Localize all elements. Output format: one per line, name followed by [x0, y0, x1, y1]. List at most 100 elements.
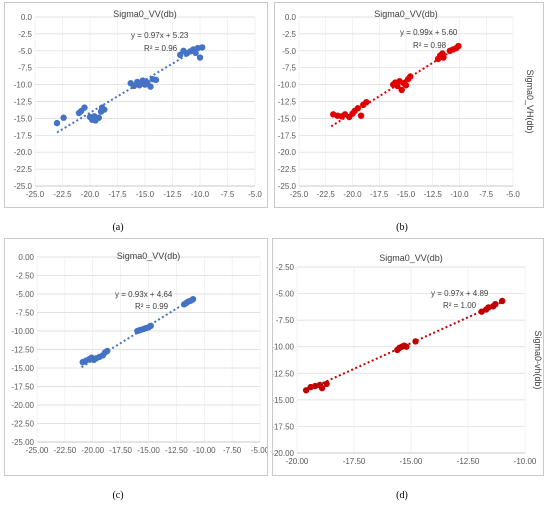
y-tick-label: -17.50	[11, 383, 34, 392]
scatter-chart-b: 0.0 -2.5 -5.0 -7.5 -10.0 -12.5 -15.0 -17.5 -20.0…	[278, 9, 535, 199]
r-squared-label: R² = 0.96	[144, 44, 178, 53]
x-tick-label: -17.50	[109, 446, 132, 455]
y-tick-label: -15.00	[11, 364, 34, 373]
data-point	[101, 106, 108, 113]
x-tick-label: -7.5	[479, 190, 493, 199]
y-tick-label: -15.0	[14, 114, 33, 123]
x-tick-label: -5.00	[251, 446, 267, 455]
y-tick-label: -17.5	[14, 131, 33, 140]
trendline-equation: y = 0.97x + 4.89	[431, 289, 489, 298]
trendline	[330, 45, 461, 128]
x-tick-label: -25.00	[26, 446, 49, 455]
y-tick-label: 0.0	[21, 13, 33, 22]
x-tick-label: -17.5	[108, 190, 127, 199]
trendline	[56, 46, 201, 134]
y-tick-label: -10.00	[11, 327, 34, 336]
x-tick-label: -20.0	[81, 190, 100, 199]
y-tick-label: -17.50	[273, 422, 295, 431]
x-tick-label: -17.5	[370, 190, 389, 199]
x-tick-label: -12.50	[165, 446, 188, 455]
y-tick-label: -10.0	[14, 81, 33, 90]
chart-panel-b: 0.0 -2.5 -5.0 -7.5 -10.0 -12.5 -15.0 -17.5 -20.0…	[274, 2, 544, 208]
data-point	[147, 83, 154, 90]
y-tick-label: -12.50	[11, 346, 34, 355]
data-point	[402, 82, 410, 89]
x-tick-label: -12.5	[163, 190, 182, 199]
r-squared-label: R² = 0.99	[135, 302, 169, 311]
chart-title: Sigma0_VV(db)	[374, 9, 438, 19]
data-point	[323, 380, 330, 388]
y-tick-label: -15.0	[278, 114, 297, 123]
data-point	[60, 114, 67, 121]
x-tick-label: -25.0	[26, 190, 45, 199]
data-point	[152, 76, 160, 84]
y-tick-label: -5.0	[282, 47, 296, 56]
scatter-chart-d: -2.50 -5.00 -7.50 -10.00 -12.50 -15.00 -17.50 -…	[273, 253, 543, 466]
x-tick-label: -5.0	[506, 190, 520, 199]
data-point	[318, 384, 326, 392]
x-tick-label: -17.50	[343, 457, 366, 466]
y-tick-label: -2.5	[18, 30, 32, 39]
y-tick-label: -2.50	[276, 263, 295, 272]
y-tick-label: -22.50	[11, 420, 34, 429]
y-tick-label: -25.0	[278, 182, 297, 191]
y-tick-label: -25.0	[14, 182, 33, 191]
data-point	[354, 105, 362, 112]
x-tick-label: -15.00	[137, 446, 160, 455]
y-tick-label: -22.5	[14, 165, 33, 174]
chart-title: Sigma0_VV(db)	[117, 251, 181, 261]
y-axis-label: Sigma0_VH(db)	[525, 69, 535, 133]
x-tick-label: -5.0	[248, 190, 262, 199]
y-tick-label: -25.00	[11, 438, 34, 447]
y-tick-label: -5.00	[16, 290, 35, 299]
y-tick-label: -7.50	[16, 309, 35, 318]
y-tick-label: -12.5	[14, 98, 33, 107]
data-point	[95, 114, 103, 121]
chart-title: Sigma0_VV(db)	[113, 9, 177, 19]
panel-label-d: (d)	[396, 490, 408, 501]
chart-title: Sigma0_VV(db)	[379, 253, 443, 263]
data-point	[398, 86, 405, 94]
scatter-chart-c: 0.00 -2.50 -5.00 -7.50 -10.00 -12.50 -15.00 -17…	[11, 251, 267, 455]
x-tick-label: -10.00	[514, 457, 537, 466]
data-point	[199, 44, 206, 51]
y-tick-label: -10.0	[278, 81, 297, 90]
y-tick-label: -12.50	[273, 369, 295, 378]
chart-panel-a: 0.0 -2.5 -5.0 -7.5 -10.0 -12.5 -15.0 -17.5 -20.0…	[4, 2, 268, 208]
chart-panel-c: 0.00 -2.50 -5.00 -7.50 -10.00 -12.50 -15.00 -17…	[4, 238, 268, 476]
data-point	[403, 343, 410, 350]
y-tick-label: 0.00	[18, 253, 34, 262]
chart-panel-d: -2.50 -5.00 -7.50 -10.00 -12.50 -15.00 -17.50 -…	[272, 238, 544, 476]
y-tick-label: -22.5	[278, 165, 297, 174]
x-tick-label: -10.00	[193, 446, 216, 455]
x-tick-label: -12.50	[457, 457, 480, 466]
data-point	[81, 104, 88, 111]
scatter-chart-a: 0.0 -2.5 -5.0 -7.5 -10.0 -12.5 -15.0 -17.5 -20.0…	[14, 9, 263, 199]
y-axis-label: Sigma0-vh(db)	[533, 330, 543, 389]
data-point	[357, 112, 365, 119]
y-tick-label: -20.00	[273, 449, 295, 458]
y-tick-label: -2.50	[16, 272, 35, 281]
r-squared-label: R² = 0.98	[413, 41, 447, 50]
y-tick-label: -12.5	[278, 98, 297, 107]
r-squared-label: R² = 1.00	[443, 301, 477, 310]
panel-label-c: (c)	[112, 490, 124, 501]
y-tick-label: -7.5	[18, 64, 32, 73]
y-tick-label: -7.50	[276, 316, 295, 325]
x-tick-label: -20.0	[343, 190, 362, 199]
x-tick-label: -22.5	[317, 190, 336, 199]
y-tick-label: -20.00	[11, 401, 34, 410]
data-point	[363, 98, 370, 106]
y-tick-label: -5.0	[18, 47, 32, 56]
y-tick-label: -17.5	[278, 131, 297, 140]
panel-label-b: (b)	[396, 222, 408, 233]
y-tick-label: -2.5	[282, 30, 296, 39]
panel-label-a: (a)	[112, 222, 124, 233]
x-tick-label: -7.5	[221, 190, 235, 199]
x-tick-label: -10.0	[450, 190, 469, 199]
data-point	[136, 82, 143, 89]
y-tick-label: -20.0	[278, 148, 297, 157]
y-tick-label: -7.5	[282, 64, 296, 73]
data-point	[440, 54, 447, 61]
x-tick-label: -22.50	[54, 446, 77, 455]
